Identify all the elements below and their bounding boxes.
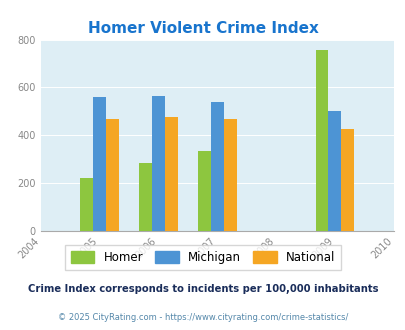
Legend: Homer, Michigan, National: Homer, Michigan, National xyxy=(64,245,341,270)
Bar xyxy=(93,97,106,231)
Text: © 2025 CityRating.com - https://www.cityrating.com/crime-statistics/: © 2025 CityRating.com - https://www.city… xyxy=(58,313,347,322)
Bar xyxy=(328,112,341,231)
Bar xyxy=(223,118,236,231)
Bar xyxy=(80,178,93,231)
Bar xyxy=(315,50,328,231)
Bar xyxy=(139,163,151,231)
Bar xyxy=(164,117,177,231)
Bar xyxy=(197,151,210,231)
Bar xyxy=(151,96,164,231)
Text: Homer Violent Crime Index: Homer Violent Crime Index xyxy=(87,21,318,36)
Bar xyxy=(210,102,223,231)
Bar xyxy=(106,118,119,231)
Text: Crime Index corresponds to incidents per 100,000 inhabitants: Crime Index corresponds to incidents per… xyxy=(28,284,377,294)
Bar xyxy=(341,129,354,231)
